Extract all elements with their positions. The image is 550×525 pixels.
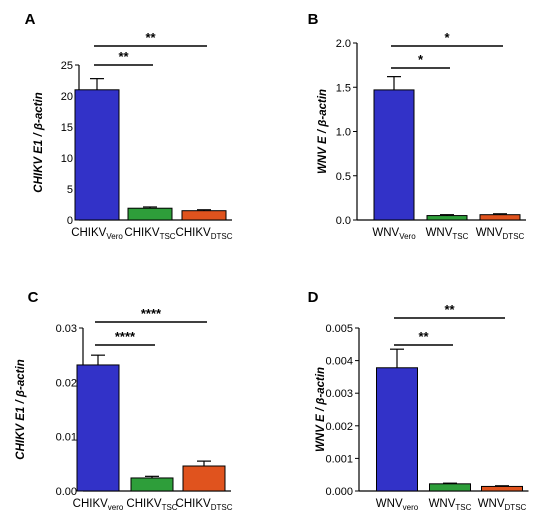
category-label-subscript: TSC [160,232,176,241]
category-label-subscript: vero [108,503,124,512]
y-axis-label: CHIKV E1 / β-actin [15,359,27,459]
category-label: WNVVero [372,227,416,241]
category-label-subscript: TSC [455,503,471,512]
category-label: WNVDTSC [478,498,527,512]
y-axis-label: WNV E / β-actin [317,89,329,174]
y-tick-label: 0.00 [56,486,77,498]
category-label-base: WNV [372,227,399,239]
category-label: CHIKVvero [73,498,124,512]
significance-label: ** [145,30,156,45]
bar [481,485,523,492]
y-tick-label: 0.003 [325,388,353,400]
y-tick-label: 0.0 [336,215,351,227]
bar [74,89,120,221]
y-tick-label: 15 [61,122,73,134]
bar [127,207,173,221]
panel-letter: D [308,289,319,306]
y-tick-label: 0.001 [325,453,353,465]
bar [373,89,415,221]
category-label-base: CHIKV [71,227,106,239]
y-tick-label: 0.004 [325,356,353,368]
category-label: WNVTSC [429,498,472,512]
category-label: CHIKVTSC [124,227,175,241]
category-label: CHIKVDTSC [176,498,233,512]
y-tick-label: 0.03 [56,323,77,335]
y-tick-label: 0.02 [56,377,77,389]
category-label-subscript: DTSC [211,232,233,241]
category-label: WNVDTSC [476,227,525,241]
category-label-base: CHIKV [176,498,211,510]
y-tick-label: 1.0 [336,127,351,139]
y-tick-label: 5 [67,184,73,196]
panel-letter: B [308,11,319,28]
category-label-base: CHIKV [124,227,159,239]
chart-panel-d: D 0.000 0.001 0.002 0.003 0.004 0.005 WNV E / β… [308,289,529,512]
category-label-subscript: Vero [106,232,123,241]
category-label-base: CHIKV [176,227,211,239]
category-label: CHIKVVero [71,227,123,241]
y-tick-label: 2.0 [336,38,351,50]
significance-label: * [444,30,450,45]
y-tick-label: 0.000 [325,486,353,498]
category-label: WNVTSC [426,227,469,241]
category-label: CHIKVTSC [126,498,177,512]
bar [426,215,468,221]
y-tick-label: 0.5 [336,171,351,183]
y-tick-label: 1.5 [336,82,351,94]
category-label-subscript: vero [403,503,419,512]
bar [479,214,521,221]
significance-label: **** [115,329,136,344]
category-label-base: WNV [478,498,505,510]
category-label-subscript: TSC [162,503,178,512]
y-tick-label: 0.005 [325,323,353,335]
y-tick-label: 0.01 [56,432,77,444]
bar [429,483,471,492]
category-label-base: CHIKV [73,498,108,510]
bar [130,477,174,492]
bar [182,465,226,492]
category-label-subscript: DTSC [211,503,233,512]
bar [76,364,120,492]
category-label-base: WNV [376,498,403,510]
category-label-subscript: DTSC [503,232,525,241]
y-tick-label: 20 [61,91,73,103]
category-label-base: WNV [476,227,503,239]
category-label-base: WNV [426,227,453,239]
significance-label: * [418,52,424,67]
category-label-base: CHIKV [126,498,161,510]
panel-letter: C [28,289,39,306]
bar [376,367,418,492]
y-axis-label: CHIKV E1 / β-actin [33,92,45,192]
significance-label: ** [444,302,455,317]
y-tick-label: 0 [67,215,73,227]
panel-letter: A [25,11,36,28]
bar [181,210,227,221]
category-label: CHIKVDTSC [176,227,233,241]
significance-label: **** [141,306,162,321]
category-label-subscript: DTSC [505,503,527,512]
category-label-subscript: TSC [452,232,468,241]
y-axis-label: WNV E / β-actin [315,367,327,452]
category-label-base: WNV [429,498,456,510]
significance-label: ** [118,49,129,64]
category-label-subscript: Vero [399,232,416,241]
category-label: WNVvero [376,498,419,512]
y-tick-label: 10 [61,153,73,165]
significance-label: ** [418,329,429,344]
chart-panel-c: C 0.00 0.01 0.02 0.03 CHIKV E1 / β-actin CHIKV… [15,289,233,512]
y-tick-label: 0.002 [325,421,353,433]
y-tick-label: 25 [61,60,73,72]
